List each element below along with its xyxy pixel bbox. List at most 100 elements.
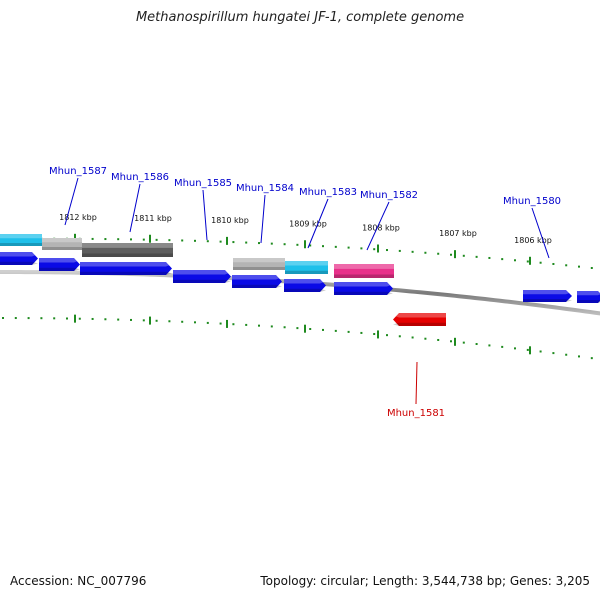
major-tick (226, 319, 228, 328)
minor-tick (40, 317, 43, 320)
minor-tick (373, 248, 376, 251)
minor-tick (526, 260, 529, 263)
gene-label-mhun-1586[interactable]: Mhun_1586 (111, 172, 169, 183)
minor-tick (526, 348, 529, 351)
label-leader-line (415, 361, 418, 405)
minor-tick (283, 243, 286, 246)
feature-cyan-block[interactable] (285, 261, 328, 274)
minor-tick (450, 340, 452, 343)
minor-tick (206, 240, 209, 243)
minor-tick (488, 344, 491, 347)
minor-tick (424, 337, 427, 340)
minor-tick (117, 238, 120, 241)
minor-tick (334, 329, 337, 332)
scale-ticks: 1812 kbp 1811 kbp 1810 kbp 1809 kbp 1808 kbp… (2, 213, 593, 360)
feature-gray-light-block[interactable] (42, 238, 82, 250)
minor-tick (181, 320, 184, 323)
label-leader-line (531, 207, 550, 259)
minor-tick (206, 321, 209, 324)
gene-label-mhun-1583[interactable]: Mhun_1583 (299, 187, 357, 198)
cds-forward-next[interactable] (577, 291, 600, 303)
gene-label-mhun-1585[interactable]: Mhun_1585 (174, 178, 232, 189)
cds-forward-2[interactable] (80, 262, 172, 275)
minor-tick (27, 317, 30, 320)
feature-cyan-block[interactable] (0, 234, 42, 246)
minor-tick (322, 245, 324, 248)
cds-forward-5[interactable] (284, 279, 326, 292)
minor-tick (258, 242, 260, 245)
minor-tick (296, 327, 299, 330)
minor-tick (194, 239, 196, 242)
gene-label-mhun-1587[interactable]: Mhun_1587 (49, 166, 107, 177)
gene-label-mhun-1582[interactable]: Mhun_1582 (360, 190, 418, 201)
cds-forward-3[interactable] (173, 270, 231, 283)
minor-tick (437, 252, 440, 255)
minor-tick (501, 345, 504, 348)
cds-forward-0[interactable] (0, 252, 38, 265)
gene-label-mhun-1584[interactable]: Mhun_1584 (236, 183, 294, 194)
minor-tick (514, 259, 516, 262)
minor-tick (514, 347, 516, 350)
minor-tick (168, 239, 171, 242)
major-tick (226, 236, 228, 245)
minor-tick (14, 317, 17, 320)
gene-label-mhun-1580[interactable]: Mhun_1580 (503, 196, 561, 207)
minor-tick (578, 265, 580, 268)
major-tick (304, 324, 306, 333)
minor-tick (437, 338, 440, 341)
minor-tick (565, 353, 568, 356)
feature-trna-block[interactable] (334, 264, 394, 278)
minor-tick (2, 317, 4, 320)
topology-text: Topology: circular; Length: 3,544,738 bp… (260, 574, 590, 588)
minor-tick (334, 245, 337, 248)
minor-tick (347, 246, 350, 249)
minor-tick (578, 355, 580, 358)
gene-label-mhun-1581[interactable]: Mhun_1581 (387, 408, 445, 419)
tick-label: 1807 kbp (439, 229, 477, 238)
minor-tick (219, 240, 222, 243)
minor-tick (501, 258, 504, 261)
minor-tick (411, 250, 414, 253)
feature-gray-light-block[interactable] (233, 258, 285, 270)
major-tick (304, 240, 306, 249)
label-leader-line (260, 194, 266, 244)
minor-tick (386, 334, 388, 337)
label-leader-line (64, 177, 79, 226)
cds-forward-mhun-1580[interactable] (523, 290, 572, 302)
minor-tick (232, 241, 235, 244)
gene-labels: Mhun_1587 Mhun_1586 Mhun_1585 Mhun_1584 Mhun… (49, 166, 561, 419)
features-track (0, 234, 600, 326)
cds-forward-1[interactable] (39, 258, 80, 271)
minor-tick (219, 322, 222, 325)
minor-tick (411, 336, 414, 339)
minor-tick (462, 254, 465, 257)
minor-tick (66, 317, 68, 320)
minor-tick (373, 333, 376, 336)
minor-tick (552, 262, 555, 265)
minor-tick (360, 247, 363, 250)
minor-tick (245, 241, 248, 244)
major-tick (529, 256, 531, 265)
minor-tick (386, 249, 388, 252)
minor-tick (590, 357, 593, 360)
minor-tick (117, 318, 120, 321)
minor-tick (155, 319, 158, 322)
cds-reverse-mhun-1581[interactable] (393, 313, 446, 326)
minor-tick (104, 238, 107, 241)
minor-tick (347, 330, 350, 333)
minor-tick (168, 320, 171, 323)
cds-forward-6[interactable] (334, 282, 393, 295)
tick-label: 1809 kbp (289, 219, 327, 228)
tick-label: 1806 kbp (514, 236, 552, 245)
major-tick (377, 330, 379, 339)
cds-forward-4[interactable] (232, 275, 282, 288)
major-tick (74, 314, 76, 323)
feature-gray-dark-block[interactable] (82, 243, 173, 257)
minor-tick (53, 317, 56, 320)
minor-tick (104, 318, 107, 321)
minor-tick (488, 256, 491, 259)
minor-tick (398, 249, 401, 252)
minor-tick (232, 323, 235, 326)
tick-label: 1811 kbp (134, 214, 172, 223)
